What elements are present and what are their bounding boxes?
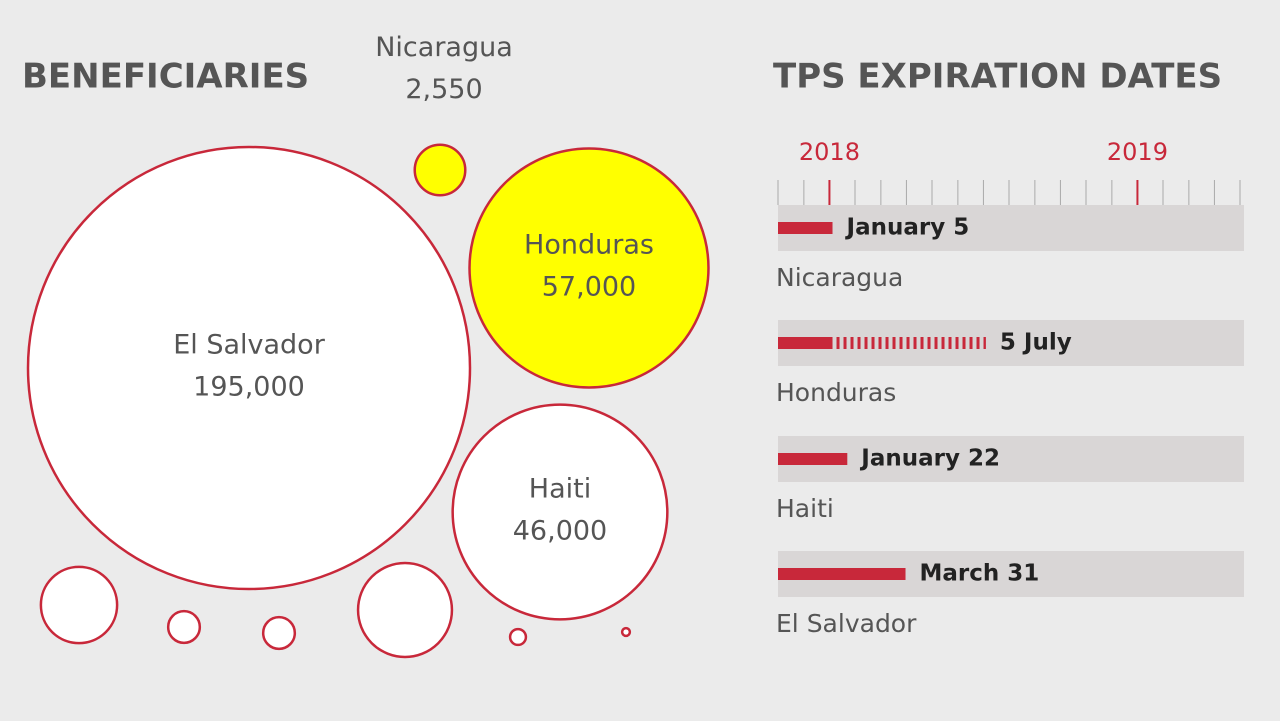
row-label: Haiti [776,494,834,523]
row-background [778,436,1244,482]
value-label: January 22 [859,446,1000,472]
value-label: January 5 [845,215,970,241]
row-label: Honduras [776,378,896,407]
x-tick-label: 2019 [1107,138,1168,166]
row-label: Nicaragua [776,263,903,292]
chart-title: BENEFICIARIES [22,57,309,97]
bubble [26,145,472,591]
bar [778,453,848,465]
bubble-value: 57,000 [542,272,636,303]
value-label: 5 July [1000,330,1072,356]
bubble-label: Haiti [529,474,591,505]
bubble [166,609,202,645]
bubble-value: 2,550 [405,74,482,105]
chart-title: TPS EXPIRATION DATES [773,57,1222,97]
bubble [451,403,669,621]
bar [778,337,833,349]
x-tick-label: 2018 [799,138,860,166]
bubble [413,143,467,197]
bubble-value: 46,000 [513,516,607,547]
bubble-value: 195,000 [193,372,305,403]
bubble [261,615,297,651]
bubble-label: Honduras [524,230,654,261]
bar [778,568,906,580]
row-label: El Salvador [776,609,917,638]
value-label: March 31 [920,561,1040,587]
bubble [620,626,632,638]
bubble [508,627,528,647]
bar [778,222,833,234]
bubble [468,147,710,389]
row-background [778,320,1244,366]
bubble [39,565,119,645]
bubble-label: El Salvador [173,330,326,361]
bubble-label: Nicaragua [375,32,513,63]
row-background [778,205,1244,251]
bubble [356,561,454,659]
